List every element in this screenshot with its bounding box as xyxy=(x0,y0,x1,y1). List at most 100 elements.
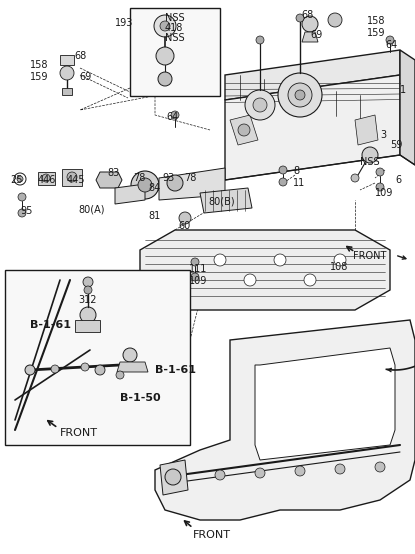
Text: 111: 111 xyxy=(189,264,208,274)
Circle shape xyxy=(295,90,305,100)
Text: 80(A): 80(A) xyxy=(78,205,105,215)
Text: 446: 446 xyxy=(38,175,56,185)
Bar xyxy=(130,8,220,96)
Circle shape xyxy=(288,83,312,107)
Text: 83: 83 xyxy=(107,168,119,178)
Circle shape xyxy=(80,307,96,323)
Circle shape xyxy=(334,254,346,266)
Circle shape xyxy=(274,254,286,266)
Circle shape xyxy=(295,466,305,476)
Bar xyxy=(5,270,190,445)
Polygon shape xyxy=(75,320,100,332)
Text: 93: 93 xyxy=(162,173,174,183)
Text: 69: 69 xyxy=(310,30,322,40)
Text: 193: 193 xyxy=(115,18,133,28)
Polygon shape xyxy=(230,115,258,145)
Circle shape xyxy=(296,14,304,22)
Text: 80(B): 80(B) xyxy=(208,196,234,206)
Text: B-1-50: B-1-50 xyxy=(120,393,161,403)
Text: 159: 159 xyxy=(367,28,386,38)
Circle shape xyxy=(138,178,152,192)
Circle shape xyxy=(60,66,74,80)
Polygon shape xyxy=(159,168,225,200)
Text: 64: 64 xyxy=(385,40,397,50)
Text: FRONT: FRONT xyxy=(60,428,98,438)
Circle shape xyxy=(160,21,170,31)
Text: 64: 64 xyxy=(166,112,178,122)
Circle shape xyxy=(116,371,124,379)
Polygon shape xyxy=(155,320,415,520)
Circle shape xyxy=(18,193,26,201)
Text: 1: 1 xyxy=(400,85,406,95)
Circle shape xyxy=(95,365,105,375)
Text: 109: 109 xyxy=(189,276,208,286)
Polygon shape xyxy=(255,348,395,460)
Circle shape xyxy=(18,209,26,217)
Text: 109: 109 xyxy=(375,188,393,198)
Circle shape xyxy=(123,348,137,362)
Polygon shape xyxy=(60,55,74,65)
Text: 158: 158 xyxy=(30,60,49,70)
Polygon shape xyxy=(38,172,55,185)
Circle shape xyxy=(278,73,322,117)
Text: 78: 78 xyxy=(184,173,196,183)
Polygon shape xyxy=(355,115,378,145)
Circle shape xyxy=(245,90,275,120)
Circle shape xyxy=(351,174,359,182)
Text: NSS: NSS xyxy=(360,157,380,167)
Text: B-1-61: B-1-61 xyxy=(30,320,71,330)
Circle shape xyxy=(84,286,92,294)
Polygon shape xyxy=(115,184,145,204)
Circle shape xyxy=(42,174,50,182)
Text: 445: 445 xyxy=(67,175,85,185)
Polygon shape xyxy=(225,75,400,180)
Text: 312: 312 xyxy=(78,295,97,305)
Circle shape xyxy=(171,111,179,119)
Circle shape xyxy=(279,178,287,186)
Circle shape xyxy=(304,274,316,286)
Text: 3: 3 xyxy=(380,130,386,140)
Polygon shape xyxy=(302,32,318,42)
Polygon shape xyxy=(62,169,82,186)
Text: FRONT: FRONT xyxy=(353,251,386,261)
Circle shape xyxy=(328,13,342,27)
Circle shape xyxy=(67,172,77,182)
Polygon shape xyxy=(160,460,188,495)
Text: 159: 159 xyxy=(30,72,49,82)
Text: 418: 418 xyxy=(165,23,183,33)
Circle shape xyxy=(81,363,89,371)
Text: 95: 95 xyxy=(20,206,32,216)
Text: 81: 81 xyxy=(148,211,160,221)
Text: 59: 59 xyxy=(390,140,403,150)
Circle shape xyxy=(167,175,183,191)
Circle shape xyxy=(191,273,199,281)
Circle shape xyxy=(191,258,199,266)
Circle shape xyxy=(279,166,287,174)
Text: 25: 25 xyxy=(10,175,22,185)
Text: 78: 78 xyxy=(133,173,145,183)
Circle shape xyxy=(376,183,384,191)
Circle shape xyxy=(179,212,191,224)
Circle shape xyxy=(335,464,345,474)
Polygon shape xyxy=(62,88,72,95)
Circle shape xyxy=(302,16,318,32)
Text: 158: 158 xyxy=(367,16,386,26)
Text: 84: 84 xyxy=(148,183,160,193)
Circle shape xyxy=(51,365,59,373)
Circle shape xyxy=(253,98,267,112)
Polygon shape xyxy=(225,50,400,100)
Polygon shape xyxy=(400,50,415,165)
Circle shape xyxy=(25,365,35,375)
Circle shape xyxy=(238,124,250,136)
Circle shape xyxy=(256,36,264,44)
Polygon shape xyxy=(200,188,252,213)
Circle shape xyxy=(255,468,265,478)
Circle shape xyxy=(362,147,378,163)
Polygon shape xyxy=(96,172,122,188)
Circle shape xyxy=(17,176,23,182)
Circle shape xyxy=(165,469,181,485)
Circle shape xyxy=(158,72,172,86)
Text: B-1-61: B-1-61 xyxy=(155,365,196,375)
Text: 108: 108 xyxy=(330,262,348,272)
Circle shape xyxy=(214,254,226,266)
